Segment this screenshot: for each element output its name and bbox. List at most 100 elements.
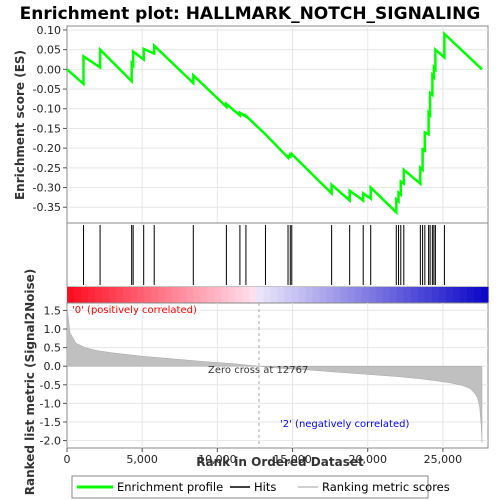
color-bar-segment [144,287,152,303]
color-bar-segment [417,287,426,303]
color-bar-segment [214,287,222,303]
color-bar-segment [116,287,124,303]
x-tick-label: 20,000 [348,453,387,466]
x-tick-label: 15,000 [273,453,312,466]
legend-enrichment-profile: Enrichment profile [117,480,223,494]
es-tick-label: 0.05 [37,44,62,57]
es-tick-label: -0.30 [33,182,61,195]
es-tick-label: -0.35 [33,201,61,214]
color-bar-segment [445,287,454,303]
color-bar-segment [396,287,405,303]
metric-tick-label: 1.0 [44,323,62,336]
es-tick-label: -0.05 [33,83,61,96]
color-bar-segment [347,287,356,303]
es-tick-label: -0.25 [33,162,61,175]
color-bar-segment [228,287,236,303]
color-bar-segment [403,287,412,303]
x-tick-label: 10,000 [198,453,237,466]
es-gridlines [67,26,488,223]
legend-ranking-metric: Ranking metric scores [322,480,450,494]
hits-panel [66,222,489,288]
hit-markers [83,225,445,285]
metric-tick-label: 0.0 [44,360,62,373]
color-bar-segment [172,287,180,303]
metric-tick-label: -0.5 [40,379,61,392]
color-bar-segment [67,287,75,303]
es-axis-ticks: 0.10 0.05 0.00 -0.05 -0.10 -0.15 -0.20 -0.25 -0.… [33,24,67,214]
color-bar-segment [438,287,447,303]
color-bar-segment [186,287,194,303]
color-bar-segment [263,287,272,303]
metric-tick-label: -1.0 [40,397,61,410]
color-bar-segment [270,287,279,303]
x-axis-label: Rank in Ordered Dataset [196,455,364,469]
metric-tick-label: -2.0 [40,435,61,448]
color-bar-segment [200,287,208,303]
color-bar-segment [354,287,363,303]
color-bar-segment [95,287,103,303]
color-bar-segment [158,287,166,303]
color-bar-segment [312,287,321,303]
color-bar-segment [382,287,391,303]
x-tick-label: 25,000 [424,453,463,466]
metric-tick-label: 1.5 [44,304,62,317]
es-tick-label: -0.10 [33,103,61,116]
positive-correlation-label: '0' (positively correlated) [72,305,197,316]
color-bar-segment [431,287,440,303]
color-bar-segment [242,287,251,303]
color-bar-segment [235,287,244,303]
color-bar-segment [291,287,300,303]
color-bar-segment [249,287,258,303]
negative-correlation-label: '2' (negatively correlated) [280,419,409,430]
chart-title: Enrichment plot: HALLMARK_NOTCH_SIGNALIN… [20,4,481,24]
color-bar-segment [319,287,328,303]
color-bar-segment [480,287,489,303]
color-bar-segment [375,287,384,303]
color-bar-segment [165,287,173,303]
color-bar-segment [207,287,215,303]
ranking-metric-area [66,305,483,443]
legend-hits: Hits [254,480,276,494]
color-bar-segment [298,287,307,303]
color-bar-segment [326,287,335,303]
color-bar-segment [459,287,468,303]
color-bar-segment [109,287,117,303]
es-tick-label: -0.15 [33,122,61,135]
color-bar-segment [102,287,110,303]
color-bar-segment [333,287,342,303]
color-bar-segment [368,287,377,303]
color-bar-segment [193,287,201,303]
color-bar-segment [305,287,314,303]
zero-cross-label: Zero cross at 12767 [208,365,308,376]
es-tick-label: 0.00 [37,63,62,76]
color-bar-segment [179,287,187,303]
color-bar-segment [130,287,138,303]
metric-axis-ticks: 1.5 1.0 0.5 0.0 -0.5 -1.0 -1.5 -2.0 [40,304,67,448]
color-bar-segment [361,287,370,303]
es-tick-label: 0.10 [37,24,62,37]
color-bar-segment [151,287,159,303]
metric-tick-label: 0.5 [44,342,62,355]
color-bar-segment [473,287,482,303]
color-bar-segment [424,287,433,303]
metric-tick-label: -1.5 [40,416,61,429]
x-axis-ticks: 0 5,000 10,000 15,000 20,000 25,000 [64,448,463,466]
es-panel [66,25,489,224]
x-tick-label: 0 [64,453,71,466]
x-tick-label: 5,000 [126,453,158,466]
color-bar-segment [221,287,229,303]
color-bar-segment [81,287,89,303]
enrichment-profile-line [66,31,483,216]
color-bar-segment [277,287,286,303]
color-bar-segment [340,287,349,303]
color-bar-segment [256,287,265,303]
es-axis-label: Enrichment score (ES) [13,50,27,200]
color-bar-segment [466,287,475,303]
metric-axis-label: Ranked list metric (Signal2Noise) [23,269,37,496]
es-tick-label: -0.20 [33,142,61,155]
color-bar-segment [389,287,398,303]
color-bar-segment [452,287,461,303]
color-bar-segment [284,287,293,303]
